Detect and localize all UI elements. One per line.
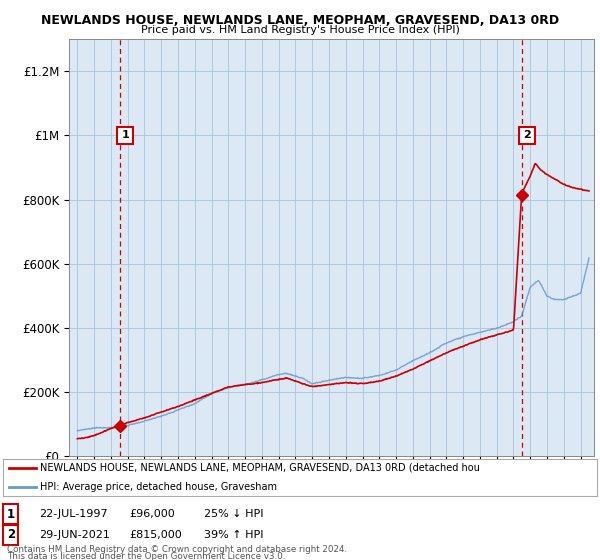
Text: NEWLANDS HOUSE, NEWLANDS LANE, MEOPHAM, GRAVESEND, DA13 0RD: NEWLANDS HOUSE, NEWLANDS LANE, MEOPHAM, …: [41, 14, 559, 27]
Text: £815,000: £815,000: [129, 530, 182, 540]
Text: £96,000: £96,000: [129, 509, 175, 519]
Text: 29-JUN-2021: 29-JUN-2021: [39, 530, 110, 540]
Text: NEWLANDS HOUSE, NEWLANDS LANE, MEOPHAM, GRAVESEND, DA13 0RD (detached hou: NEWLANDS HOUSE, NEWLANDS LANE, MEOPHAM, …: [40, 463, 480, 473]
Text: 1: 1: [7, 507, 15, 521]
Text: This data is licensed under the Open Government Licence v3.0.: This data is licensed under the Open Gov…: [7, 552, 286, 560]
Text: HPI: Average price, detached house, Gravesham: HPI: Average price, detached house, Grav…: [40, 482, 277, 492]
Text: 22-JUL-1997: 22-JUL-1997: [39, 509, 107, 519]
Text: 2: 2: [523, 130, 530, 141]
Text: 25% ↓ HPI: 25% ↓ HPI: [204, 509, 263, 519]
Text: Contains HM Land Registry data © Crown copyright and database right 2024.: Contains HM Land Registry data © Crown c…: [7, 545, 347, 554]
Text: Price paid vs. HM Land Registry's House Price Index (HPI): Price paid vs. HM Land Registry's House …: [140, 25, 460, 35]
Text: 39% ↑ HPI: 39% ↑ HPI: [204, 530, 263, 540]
Text: 1: 1: [121, 130, 129, 141]
Text: 2: 2: [7, 528, 15, 542]
